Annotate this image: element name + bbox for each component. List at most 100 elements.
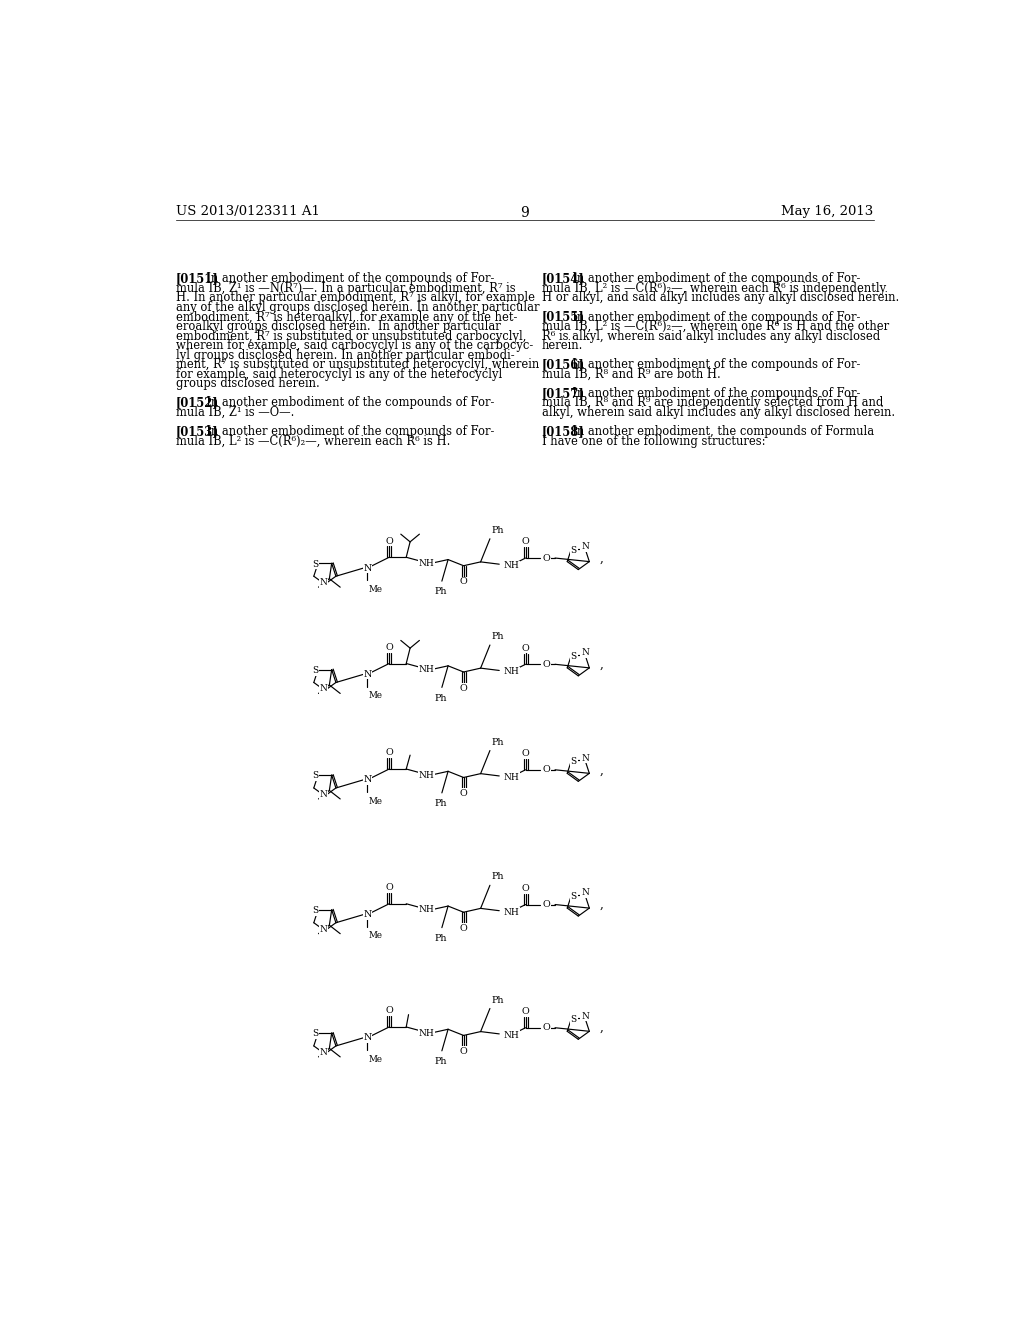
Text: wherein for example, said carbocyclyl is any of the carbocyc-: wherein for example, said carbocyclyl is…	[176, 339, 534, 352]
Text: NH: NH	[504, 668, 519, 676]
Text: Ph: Ph	[434, 933, 446, 942]
Text: In another embodiment of the compounds of For-: In another embodiment of the compounds o…	[565, 272, 860, 285]
Text: O: O	[521, 884, 529, 892]
Text: N: N	[364, 564, 372, 573]
Text: R⁶ is alkyl, wherein said alkyl includes any alkyl disclosed: R⁶ is alkyl, wherein said alkyl includes…	[542, 330, 880, 343]
Text: O: O	[385, 643, 393, 652]
Text: N: N	[364, 669, 372, 678]
Text: S: S	[570, 758, 577, 767]
Text: S: S	[312, 665, 318, 675]
Text: Ph: Ph	[434, 693, 446, 702]
Text: In another embodiment of the compounds of For-: In another embodiment of the compounds o…	[565, 358, 860, 371]
Text: O: O	[460, 1047, 467, 1056]
Text: N: N	[319, 578, 328, 587]
Text: O: O	[460, 789, 467, 799]
Text: In another embodiment, the compounds of Formula: In another embodiment, the compounds of …	[565, 425, 874, 438]
Text: May 16, 2013: May 16, 2013	[781, 205, 873, 218]
Text: [0158]: [0158]	[542, 425, 585, 438]
Text: O: O	[385, 1006, 393, 1015]
Text: N: N	[319, 925, 328, 933]
Text: O: O	[543, 900, 550, 909]
Text: NH: NH	[419, 558, 434, 568]
Text: H or alkyl, and said alkyl includes any alkyl disclosed herein.: H or alkyl, and said alkyl includes any …	[542, 292, 899, 305]
Text: ,: ,	[599, 552, 603, 565]
Text: N: N	[319, 685, 328, 693]
Text: N: N	[319, 789, 328, 799]
Text: O: O	[521, 1007, 529, 1016]
Text: ,: ,	[599, 1022, 603, 1035]
Text: [0156]: [0156]	[542, 358, 585, 371]
Text: Ph: Ph	[492, 632, 504, 642]
Text: mula IB, Z¹ is —N(R⁷)—. In a particular embodiment, R⁷ is: mula IB, Z¹ is —N(R⁷)—. In a particular …	[176, 282, 516, 294]
Text: mula IB, L² is —C(R⁶)₂—, wherein each R⁶ is independently: mula IB, L² is —C(R⁶)₂—, wherein each R⁶…	[542, 282, 886, 294]
Text: I have one of the following structures:: I have one of the following structures:	[542, 434, 765, 447]
Text: Me: Me	[369, 797, 382, 805]
Text: [0154]: [0154]	[542, 272, 585, 285]
Text: S: S	[312, 771, 318, 780]
Text: S: S	[570, 892, 577, 902]
Text: ,: ,	[599, 898, 603, 911]
Text: mula IB, R⁸ and R⁹ are both H.: mula IB, R⁸ and R⁹ are both H.	[542, 368, 721, 381]
Text: In another embodiment of the compounds of For-: In another embodiment of the compounds o…	[200, 272, 495, 285]
Text: N: N	[319, 1048, 328, 1057]
Text: [0152]: [0152]	[176, 396, 219, 409]
Text: O: O	[385, 883, 393, 892]
Text: H. In another particular embodiment, R⁷ is alkyl, for example: H. In another particular embodiment, R⁷ …	[176, 292, 536, 305]
Text: N: N	[582, 648, 589, 657]
Text: In another embodiment of the compounds of For-: In another embodiment of the compounds o…	[565, 310, 860, 323]
Text: S: S	[570, 652, 577, 661]
Text: ,: ,	[599, 763, 603, 776]
Text: N: N	[364, 1034, 372, 1043]
Text: O: O	[521, 537, 529, 546]
Text: US 2013/0123311 A1: US 2013/0123311 A1	[176, 205, 319, 218]
Text: N: N	[364, 909, 372, 919]
Text: S: S	[570, 1015, 577, 1024]
Text: groups disclosed herein.: groups disclosed herein.	[176, 378, 319, 391]
Text: O: O	[385, 748, 393, 758]
Text: In another embodiment of the compounds of For-: In another embodiment of the compounds o…	[200, 396, 495, 409]
Text: embodiment, R⁷ is heteroalkyl, for example any of the het-: embodiment, R⁷ is heteroalkyl, for examp…	[176, 310, 517, 323]
Text: eroalkyl groups disclosed herein.  In another particular: eroalkyl groups disclosed herein. In ano…	[176, 321, 501, 333]
Text: lyl groups disclosed herein. In another particular embodi-: lyl groups disclosed herein. In another …	[176, 348, 515, 362]
Text: O: O	[543, 766, 550, 775]
Text: O: O	[543, 660, 550, 669]
Text: S: S	[570, 545, 577, 554]
Text: Me: Me	[369, 585, 382, 594]
Text: Me: Me	[369, 1055, 382, 1064]
Text: Me: Me	[369, 692, 382, 700]
Text: Ph: Ph	[492, 525, 504, 535]
Text: ment, R⁷ is substituted or unsubstituted heterocyclyl, wherein: ment, R⁷ is substituted or unsubstituted…	[176, 358, 540, 371]
Text: herein.: herein.	[542, 339, 584, 352]
Text: 9: 9	[520, 206, 529, 220]
Text: Ph: Ph	[434, 587, 446, 597]
Text: Ph: Ph	[434, 1057, 446, 1067]
Text: N: N	[364, 775, 372, 784]
Text: NH: NH	[419, 1028, 434, 1038]
Text: [0153]: [0153]	[176, 425, 219, 438]
Text: NH: NH	[419, 665, 434, 675]
Text: S: S	[312, 1030, 318, 1039]
Text: O: O	[543, 553, 550, 562]
Text: [0155]: [0155]	[542, 310, 585, 323]
Text: alkyl, wherein said alkyl includes any alkyl disclosed herein.: alkyl, wherein said alkyl includes any a…	[542, 407, 895, 418]
Text: mula IB, L² is —C(R⁶)₂—, wherein one R⁶ is H and the other: mula IB, L² is —C(R⁶)₂—, wherein one R⁶ …	[542, 321, 889, 333]
Text: N: N	[582, 543, 589, 550]
Text: Me: Me	[369, 932, 382, 940]
Text: NH: NH	[504, 561, 519, 570]
Text: O: O	[543, 1023, 550, 1032]
Text: embodiment, R⁷ is substituted or unsubstituted carbocyclyl,: embodiment, R⁷ is substituted or unsubst…	[176, 330, 526, 343]
Text: NH: NH	[504, 774, 519, 781]
Text: In another embodiment of the compounds of For-: In another embodiment of the compounds o…	[200, 425, 495, 438]
Text: S: S	[312, 560, 318, 569]
Text: O: O	[521, 644, 529, 652]
Text: NH: NH	[504, 908, 519, 916]
Text: any of the alkyl groups disclosed herein. In another particular: any of the alkyl groups disclosed herein…	[176, 301, 540, 314]
Text: O: O	[460, 577, 467, 586]
Text: O: O	[521, 750, 529, 758]
Text: NH: NH	[419, 906, 434, 915]
Text: NH: NH	[504, 1031, 519, 1040]
Text: for example, said heterocyclyl is any of the heterocyclyl: for example, said heterocyclyl is any of…	[176, 368, 503, 381]
Text: mula IB, R⁸ and R⁹ are independently selected from H and: mula IB, R⁸ and R⁹ are independently sel…	[542, 396, 884, 409]
Text: In another embodiment of the compounds of For-: In another embodiment of the compounds o…	[565, 387, 860, 400]
Text: S: S	[312, 906, 318, 915]
